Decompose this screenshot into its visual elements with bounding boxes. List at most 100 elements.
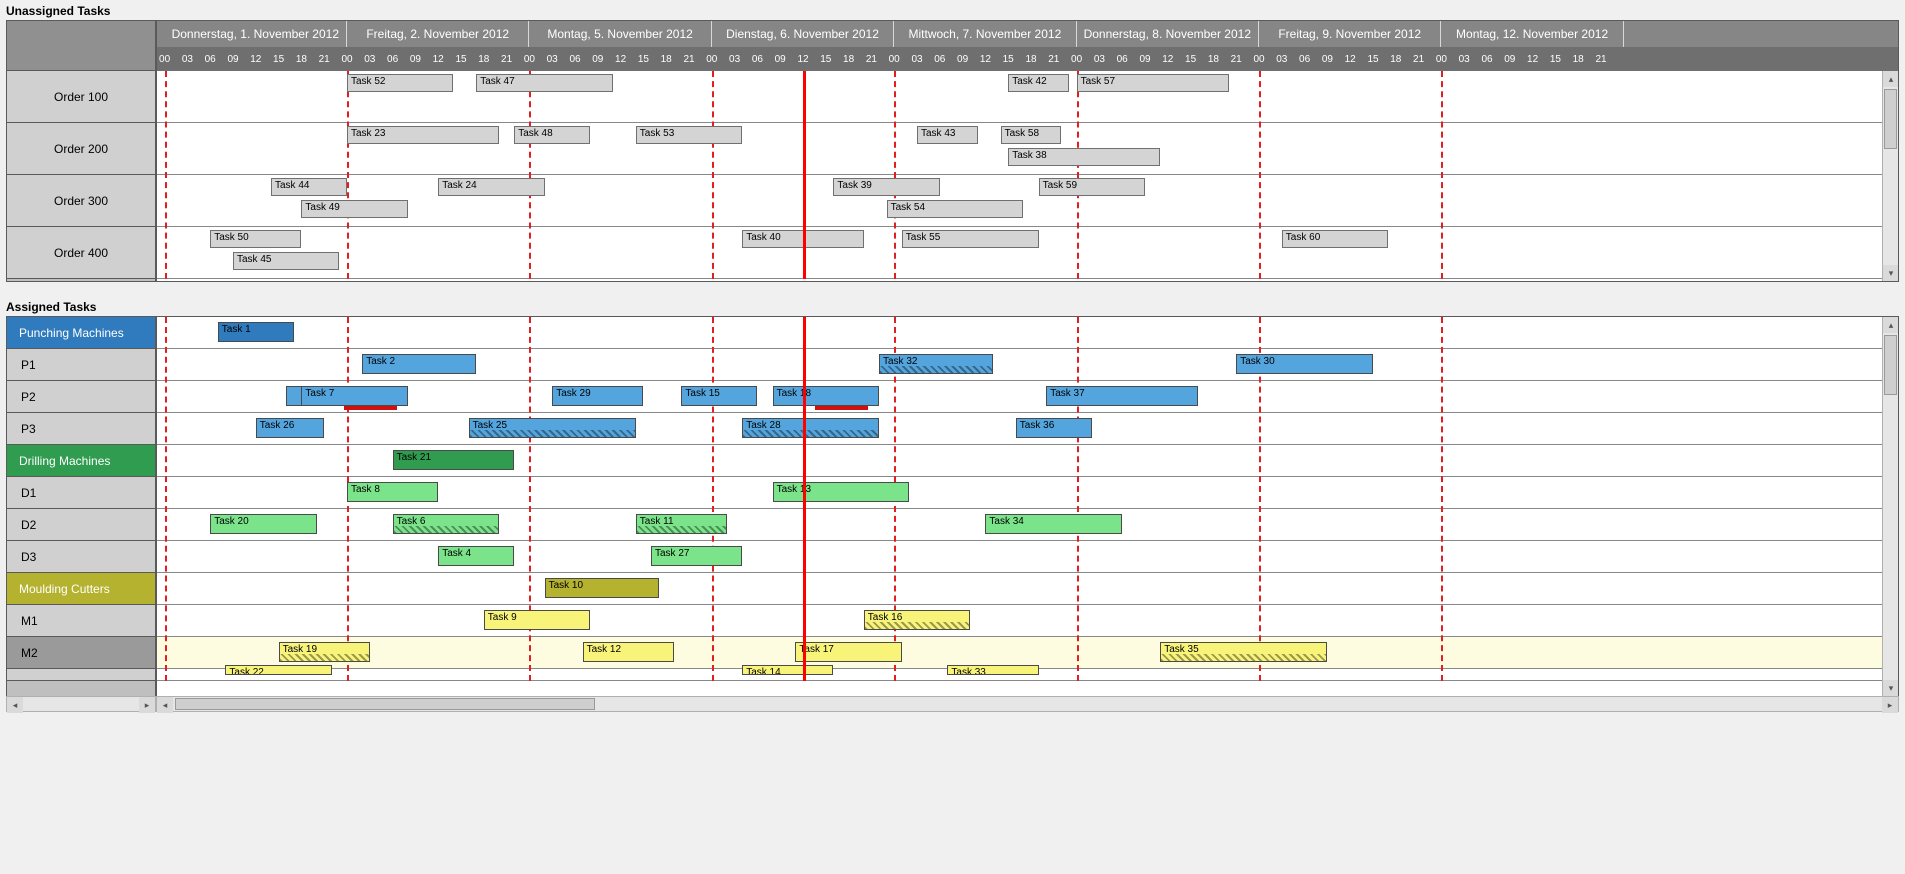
resource-group-head[interactable]: Punching Machines: [7, 317, 155, 349]
task-bar[interactable]: Task 13: [773, 482, 910, 502]
task-bar[interactable]: Task 32: [879, 354, 993, 374]
task-bar[interactable]: Task 7: [301, 386, 407, 406]
scroll-down-icon[interactable]: ▾: [1883, 680, 1898, 696]
task-bar[interactable]: Task 52: [347, 74, 453, 92]
gantt-row: Task 9 Task 16: [157, 605, 1898, 637]
task-bar[interactable]: Task 60: [1282, 230, 1388, 248]
task-bar[interactable]: Task 21: [393, 450, 515, 470]
task-bar[interactable]: Task 19: [279, 642, 370, 662]
gantt-row: Task 52 Task 47 Task 42 Task 57: [157, 71, 1898, 123]
task-bar[interactable]: Task 8: [347, 482, 438, 502]
assigned-rows-area: Task 1 Task 2 Task 32 Task 30 Task 7 Task 29 T…: [157, 317, 1898, 681]
assigned-panel: Punching MachinesP1P2P3Drilling Machines…: [6, 316, 1899, 696]
scroll-right-icon[interactable]: ▸: [139, 697, 155, 713]
conflict-indicator: [344, 406, 397, 410]
scroll-h-thumb[interactable]: [175, 698, 595, 710]
task-bar[interactable]: Task 30: [1236, 354, 1373, 374]
task-bar[interactable]: Task 18: [773, 386, 879, 406]
task-bar[interactable]: Task 1: [218, 322, 294, 342]
unassigned-scroll-v[interactable]: ▴ ▾: [1882, 71, 1898, 281]
task-bar[interactable]: Task 20: [210, 514, 316, 534]
task-bar[interactable]: Task 22: [225, 665, 331, 675]
task-bar[interactable]: Task 15: [681, 386, 757, 406]
task-bar[interactable]: Task 11: [636, 514, 727, 534]
now-line: [803, 317, 806, 681]
task-bar[interactable]: Task 29: [552, 386, 643, 406]
task-bar[interactable]: Task 49: [301, 200, 407, 218]
resource-row-head[interactable]: M2: [7, 637, 155, 669]
gantt-row: Task 10: [157, 573, 1898, 605]
unassigned-rows-area: Task 52Task 47Task 42Task 57Task 23Task …: [157, 71, 1898, 279]
gantt-row: Task 26 Task 25 Task 28 Task 36: [157, 413, 1898, 445]
order-row-head[interactable]: Order 100: [7, 71, 155, 123]
task-bar[interactable]: Task 26: [256, 418, 324, 438]
gantt-row: Task 2 Task 32 Task 30: [157, 349, 1898, 381]
task-bar[interactable]: Task 39: [833, 178, 939, 196]
gantt-scroll-h[interactable]: ◂ ▸: [156, 696, 1899, 712]
task-bar[interactable]: Task 16: [864, 610, 970, 630]
scroll-up-icon[interactable]: ▴: [1883, 317, 1898, 333]
task-bar[interactable]: Task 38: [1008, 148, 1160, 166]
resource-row-head[interactable]: D1: [7, 477, 155, 509]
task-bar[interactable]: Task 59: [1039, 178, 1145, 196]
task-bar[interactable]: Task 12: [583, 642, 674, 662]
task-bar[interactable]: Task 55: [902, 230, 1039, 248]
order-row-head[interactable]: Order 300: [7, 175, 155, 227]
gantt-row: Task 23 Task 48 Task 53 Task 43 Task 58 Task …: [157, 123, 1898, 175]
gantt-row: Task 22Task 14Task 33: [157, 669, 1898, 681]
task-bar[interactable]: Task 48: [514, 126, 590, 144]
unassigned-gantt[interactable]: Donnerstag, 1. November 2012000306091215…: [157, 21, 1898, 281]
resource-row-head[interactable]: P2: [7, 381, 155, 413]
task-bar[interactable]: Task 28: [742, 418, 879, 438]
task-bar[interactable]: Task 58: [1001, 126, 1062, 144]
resource-row-head[interactable]: [7, 669, 155, 681]
resource-row-head[interactable]: D2: [7, 509, 155, 541]
task-bar[interactable]: Task 24: [438, 178, 544, 196]
task-bar[interactable]: Task 43: [917, 126, 978, 144]
task-bar[interactable]: Task 10: [545, 578, 659, 598]
task-bar[interactable]: Task 33: [947, 665, 1038, 675]
order-row-head[interactable]: Order 200: [7, 123, 155, 175]
resource-group-head[interactable]: Moulding Cutters: [7, 573, 155, 605]
task-bar[interactable]: Task 14: [742, 665, 833, 675]
resource-group-head[interactable]: Drilling Machines: [7, 445, 155, 477]
task-bar[interactable]: Task 2: [362, 354, 476, 374]
task-bar[interactable]: Task 6: [393, 514, 499, 534]
assigned-gantt[interactable]: Task 1 Task 2 Task 32 Task 30 Task 7 Task 29 T…: [157, 317, 1898, 696]
resource-row-head[interactable]: D3: [7, 541, 155, 573]
task-bar[interactable]: Task 34: [985, 514, 1122, 534]
scroll-left-icon[interactable]: ◂: [7, 697, 23, 713]
scroll-left-icon[interactable]: ◂: [157, 697, 173, 713]
task-bar[interactable]: Task 4: [438, 546, 514, 566]
task-bar[interactable]: Task 17: [795, 642, 901, 662]
task-bar[interactable]: Task 27: [651, 546, 742, 566]
task-bar[interactable]: Task 50: [210, 230, 301, 248]
task-bar[interactable]: Task 36: [1016, 418, 1092, 438]
resource-row-head[interactable]: P1: [7, 349, 155, 381]
task-bar[interactable]: Task 37: [1046, 386, 1198, 406]
resource-row-head[interactable]: M1: [7, 605, 155, 637]
scroll-up-icon[interactable]: ▴: [1883, 71, 1898, 87]
task-bar[interactable]: Task 35: [1160, 642, 1327, 662]
task-bar[interactable]: Task 54: [887, 200, 1024, 218]
scroll-down-icon[interactable]: ▾: [1883, 265, 1898, 281]
scroll-right-icon[interactable]: ▸: [1882, 697, 1898, 713]
task-bar[interactable]: Task 57: [1077, 74, 1229, 92]
task-bar[interactable]: Task 44: [271, 178, 347, 196]
task-bar[interactable]: Task 47: [476, 74, 613, 92]
scroll-v-thumb[interactable]: [1884, 89, 1897, 149]
gantt-row: Task 50Task 45Task 40Task 55Task 60: [157, 227, 1898, 279]
task-bar[interactable]: Task 9: [484, 610, 590, 630]
leftcol-scroll-h[interactable]: ◂ ▸: [6, 696, 156, 712]
task-bar[interactable]: Task 53: [636, 126, 742, 144]
timeline-header-unassigned: Donnerstag, 1. November 2012000306091215…: [157, 21, 1898, 71]
scroll-v-thumb[interactable]: [1884, 335, 1897, 395]
task-bar[interactable]: Task 23: [347, 126, 499, 144]
order-row-head[interactable]: Order 400: [7, 227, 155, 279]
unassigned-left-header: [7, 21, 155, 71]
resource-row-head[interactable]: P3: [7, 413, 155, 445]
task-bar[interactable]: Task 45: [233, 252, 339, 270]
assigned-scroll-v[interactable]: ▴ ▾: [1882, 317, 1898, 696]
task-bar[interactable]: Task 25: [469, 418, 636, 438]
task-bar[interactable]: Task 42: [1008, 74, 1069, 92]
